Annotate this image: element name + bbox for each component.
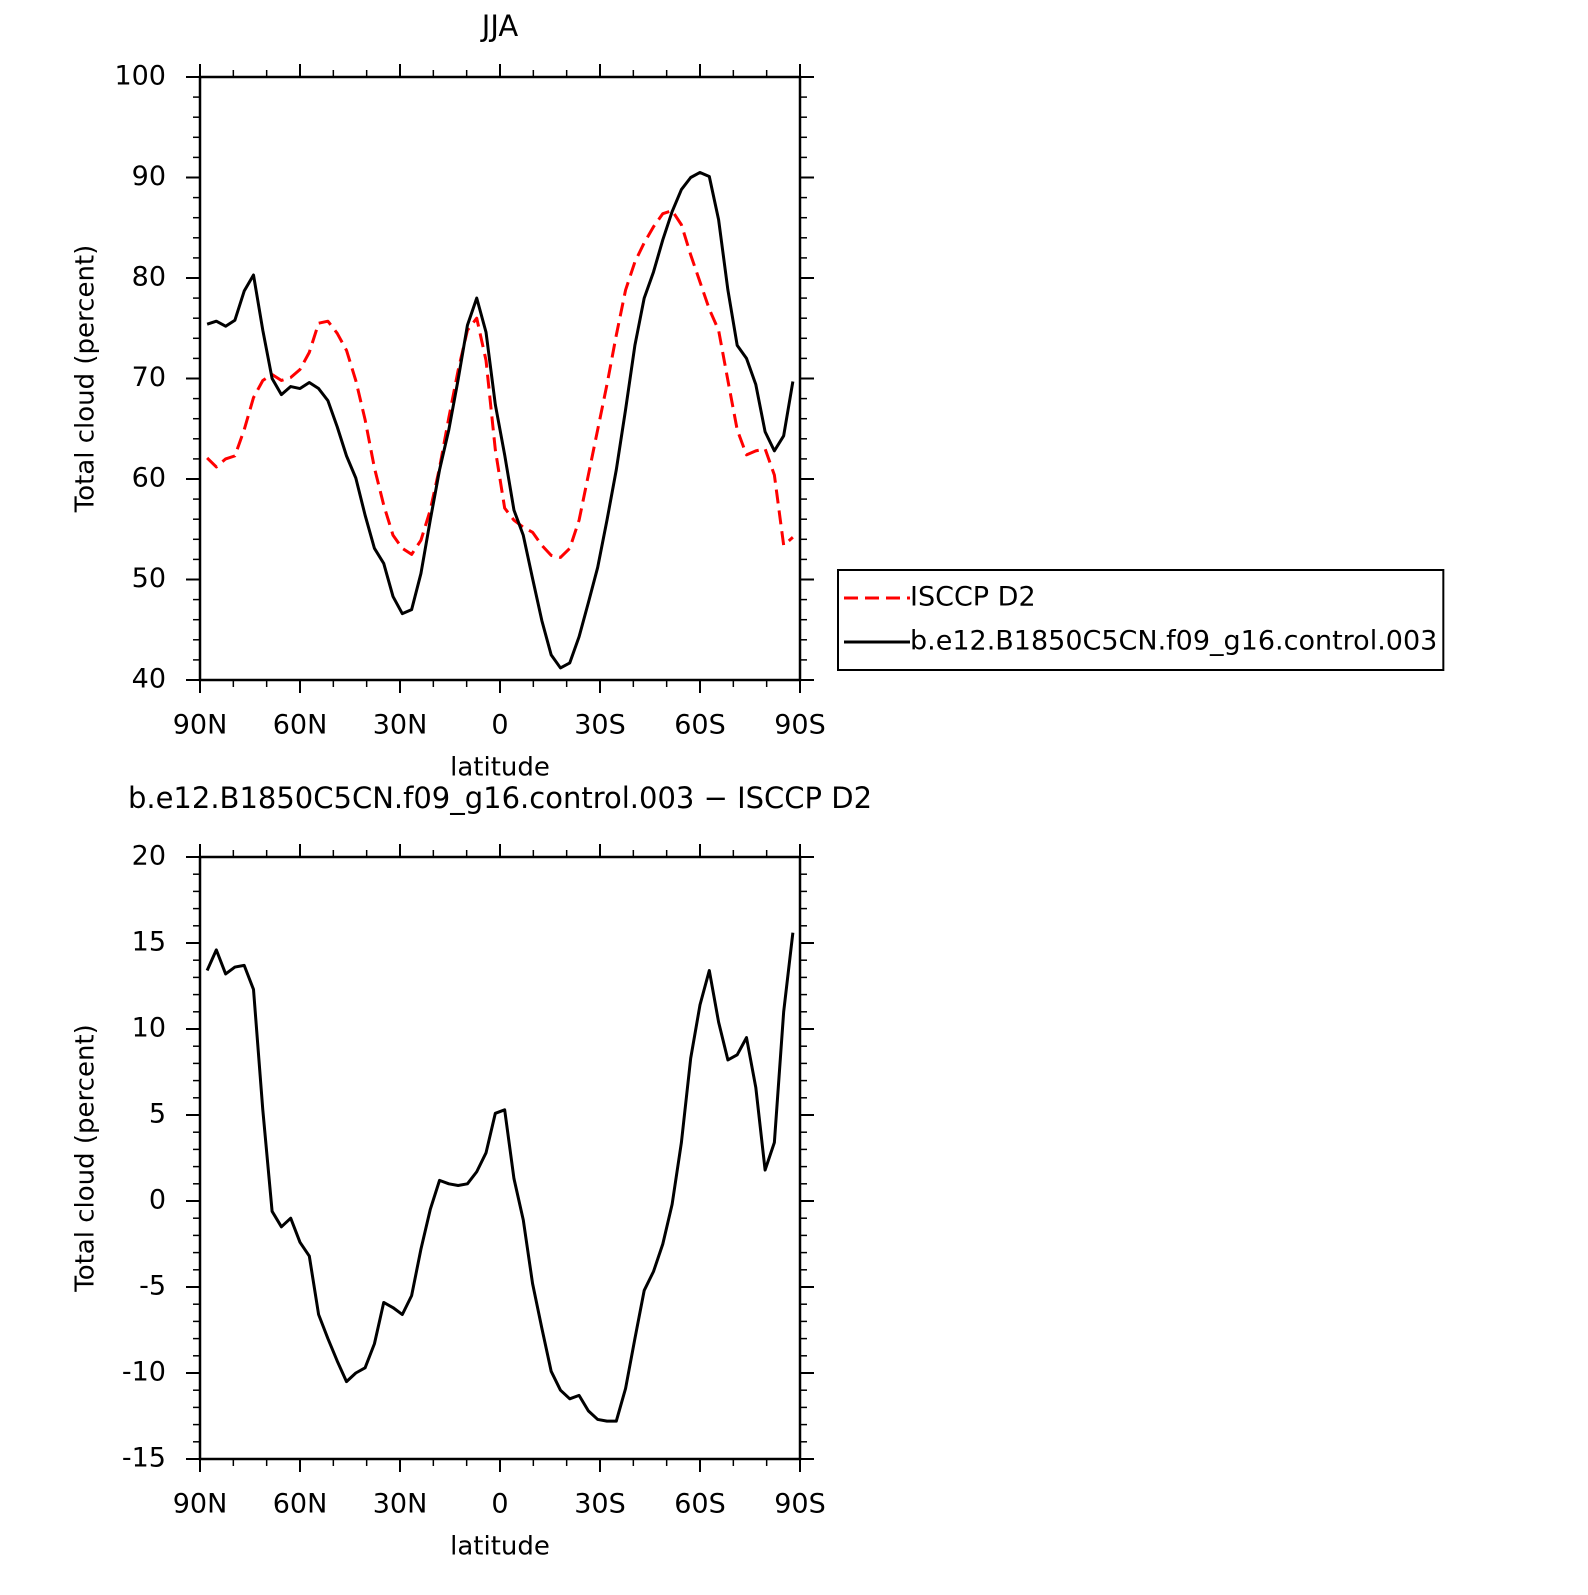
data-line (206, 209, 794, 559)
x-tick-label: 60S (674, 1489, 726, 1520)
x-tick-label: 30S (574, 710, 626, 741)
y-tick-label: 40 (132, 664, 166, 695)
x-tick-label: 60N (273, 710, 328, 741)
chart-title: JJA (480, 9, 519, 43)
y-tick-label: 10 (132, 1013, 166, 1044)
y-tick-label: 80 (132, 262, 166, 293)
y-tick-label: 60 (132, 463, 166, 494)
y-tick-label: 90 (132, 161, 166, 192)
y-tick-label: 5 (149, 1099, 166, 1130)
y-axis-label: Total cloud (percent) (71, 1024, 101, 1293)
x-tick-label: 60N (273, 1489, 328, 1520)
x-tick-label: 30N (373, 710, 428, 741)
x-tick-label: 30S (574, 1489, 626, 1520)
y-tick-label: 70 (132, 362, 166, 393)
x-axis-label: latitude (450, 1532, 550, 1562)
x-axis-label: latitude (450, 753, 550, 783)
y-tick-label: 50 (132, 563, 166, 594)
y-axis-label: Total cloud (percent) (71, 245, 101, 514)
x-tick-label: 90S (774, 1489, 826, 1520)
y-tick-label: 20 (132, 841, 166, 872)
x-tick-label: 90N (173, 1489, 228, 1520)
y-tick-label: 100 (114, 61, 166, 92)
x-tick-label: 0 (491, 710, 508, 741)
y-tick-label: -10 (122, 1357, 166, 1388)
plot-frame (198, 75, 802, 682)
legend: ISCCP D2 b.e12.B1850C5CN.f09_g16.control.… (837, 569, 1445, 671)
y-tick-label: -15 (122, 1443, 166, 1474)
x-tick-label: 90N (173, 710, 228, 741)
legend-label: b.e12.B1850C5CN.f09_g16.control.003 (910, 626, 1437, 657)
data-line (206, 170, 795, 670)
chart-title: b.e12.B1850C5CN.f09_g16.control.003 − IS… (128, 781, 872, 815)
x-tick-label: 30N (373, 1489, 428, 1520)
plot-frame (198, 855, 802, 1461)
x-tick-label: 90S (774, 710, 826, 741)
x-tick-label: 0 (491, 1489, 508, 1520)
y-tick-label: 0 (149, 1185, 166, 1216)
legend-box (837, 569, 1445, 671)
x-tick-label: 60S (674, 710, 726, 741)
data-line (205, 932, 795, 1423)
legend-label: ISCCP D2 (910, 582, 1036, 613)
y-tick-label: 15 (132, 927, 166, 958)
y-tick-label: -5 (139, 1271, 166, 1302)
